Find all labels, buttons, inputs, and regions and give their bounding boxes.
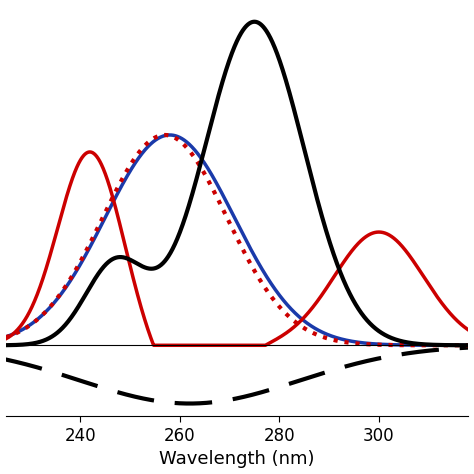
X-axis label: Wavelength (nm): Wavelength (nm)	[159, 450, 315, 468]
